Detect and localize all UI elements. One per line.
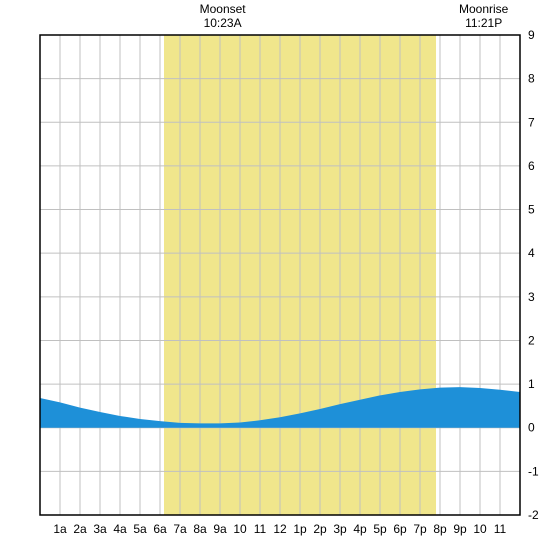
moonrise-title: Moonrise	[459, 2, 508, 16]
moonrise-time: 11:21P	[459, 16, 508, 30]
x-tick-label: 11	[254, 522, 267, 536]
x-tick-label: 3a	[93, 522, 107, 536]
x-tick-label: 10	[233, 522, 247, 536]
x-tick-label: 1a	[53, 522, 67, 536]
x-tick-label: 2p	[313, 522, 327, 536]
x-tick-label: 9p	[453, 522, 467, 536]
x-tick-label: 9a	[213, 522, 227, 536]
y-tick-label: -1	[528, 464, 539, 478]
moonset-title: Moonset	[200, 2, 246, 16]
x-tick-label: 7a	[173, 522, 187, 536]
moonset-label: Moonset 10:23A	[200, 2, 246, 31]
y-tick-label: 8	[528, 72, 535, 86]
chart-svg: -2-101234567891a2a3a4a5a6a7a8a9a1011121p…	[0, 0, 550, 550]
x-tick-label: 8a	[193, 522, 207, 536]
x-tick-label: 4a	[113, 522, 127, 536]
x-tick-label: 10	[473, 522, 487, 536]
y-tick-label: 3	[528, 290, 535, 304]
moonset-time: 10:23A	[200, 16, 246, 30]
x-tick-label: 5a	[133, 522, 147, 536]
x-tick-label: 1p	[293, 522, 307, 536]
x-tick-label: 8p	[433, 522, 447, 536]
x-tick-label: 11	[494, 522, 507, 536]
x-tick-label: 6a	[153, 522, 167, 536]
y-tick-label: 7	[528, 115, 535, 129]
y-tick-label: -2	[528, 508, 539, 522]
y-tick-label: 9	[528, 28, 535, 42]
y-tick-label: 1	[528, 377, 535, 391]
x-tick-label: 5p	[373, 522, 387, 536]
x-tick-label: 6p	[393, 522, 407, 536]
tide-chart: -2-101234567891a2a3a4a5a6a7a8a9a1011121p…	[0, 0, 550, 550]
y-tick-label: 4	[528, 246, 535, 260]
y-tick-label: 6	[528, 159, 535, 173]
moonrise-label: Moonrise 11:21P	[459, 2, 508, 31]
x-tick-label: 3p	[333, 522, 347, 536]
y-tick-label: 0	[528, 421, 535, 435]
x-tick-label: 7p	[413, 522, 427, 536]
y-tick-label: 2	[528, 333, 535, 347]
x-tick-label: 4p	[353, 522, 367, 536]
x-tick-label: 2a	[73, 522, 87, 536]
x-tick-label: 12	[273, 522, 287, 536]
y-tick-label: 5	[528, 203, 535, 217]
